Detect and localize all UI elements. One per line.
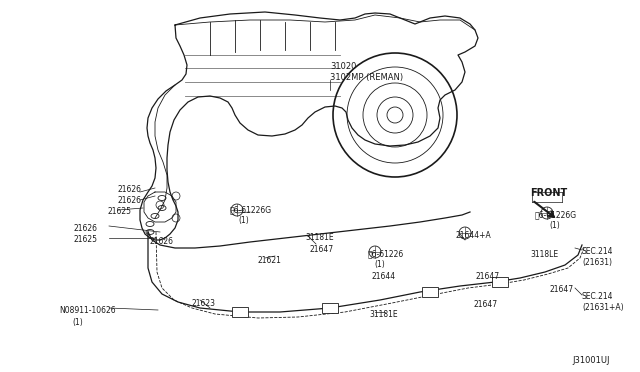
Bar	[492, 277, 508, 287]
Text: FRONT: FRONT	[530, 188, 567, 198]
Text: N08911-10626: N08911-10626	[59, 306, 116, 315]
Text: SEC.214: SEC.214	[582, 247, 614, 256]
Text: (1): (1)	[374, 260, 385, 269]
Text: 3118LE: 3118LE	[530, 250, 558, 259]
Text: 21644+A: 21644+A	[455, 231, 491, 240]
Text: 21644: 21644	[372, 272, 396, 281]
Text: (21631): (21631)	[582, 258, 612, 267]
Text: SEC.214: SEC.214	[582, 292, 614, 301]
Text: ࠔ6-61226: ࠔ6-61226	[368, 249, 404, 258]
Text: (1): (1)	[238, 216, 249, 225]
Text: ࠔ6-61226G: ࠔ6-61226G	[230, 205, 272, 214]
Text: 21647: 21647	[310, 245, 334, 254]
Bar	[322, 303, 338, 313]
Text: (1): (1)	[72, 318, 83, 327]
Text: 31020: 31020	[330, 62, 356, 71]
Text: 21647: 21647	[473, 300, 497, 309]
Text: 31181E: 31181E	[305, 233, 333, 242]
Bar	[232, 307, 248, 317]
Text: ࠔ6-61226G: ࠔ6-61226G	[535, 210, 577, 219]
Text: 21626: 21626	[118, 185, 142, 194]
Text: 21625: 21625	[74, 235, 98, 244]
Text: 3102MP (REMAN): 3102MP (REMAN)	[330, 73, 403, 82]
Text: (1): (1)	[549, 221, 560, 230]
Text: 21626: 21626	[74, 224, 98, 233]
Text: 21623: 21623	[192, 299, 216, 308]
Text: 21647: 21647	[550, 285, 574, 294]
Text: 21621: 21621	[258, 256, 282, 265]
Text: 31181E: 31181E	[369, 310, 397, 319]
Text: 21626: 21626	[118, 196, 142, 205]
Text: (21631+A): (21631+A)	[582, 303, 623, 312]
Text: 21626: 21626	[150, 237, 174, 246]
Text: 21647: 21647	[475, 272, 499, 281]
Bar	[422, 287, 438, 297]
Text: J31001UJ: J31001UJ	[572, 356, 609, 365]
Text: 21625: 21625	[107, 207, 131, 216]
